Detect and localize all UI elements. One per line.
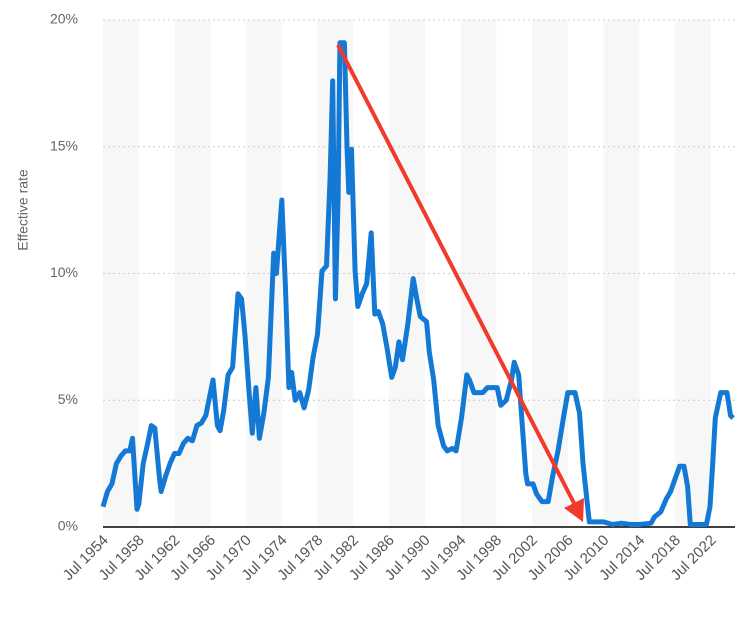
data-line [100,40,735,527]
y-tick-label: 5% [58,391,78,407]
annotation-arrow [336,44,584,522]
arrow-head [564,498,584,522]
y-tick-label: 10% [50,264,78,280]
y-tick-label: 0% [58,518,78,534]
x-band [675,20,711,527]
y-axis-label: Effective rate [15,169,31,251]
arrow-shaft [336,44,578,508]
y-tick-label: 15% [50,137,78,153]
y-tick-label: 20% [50,11,78,27]
